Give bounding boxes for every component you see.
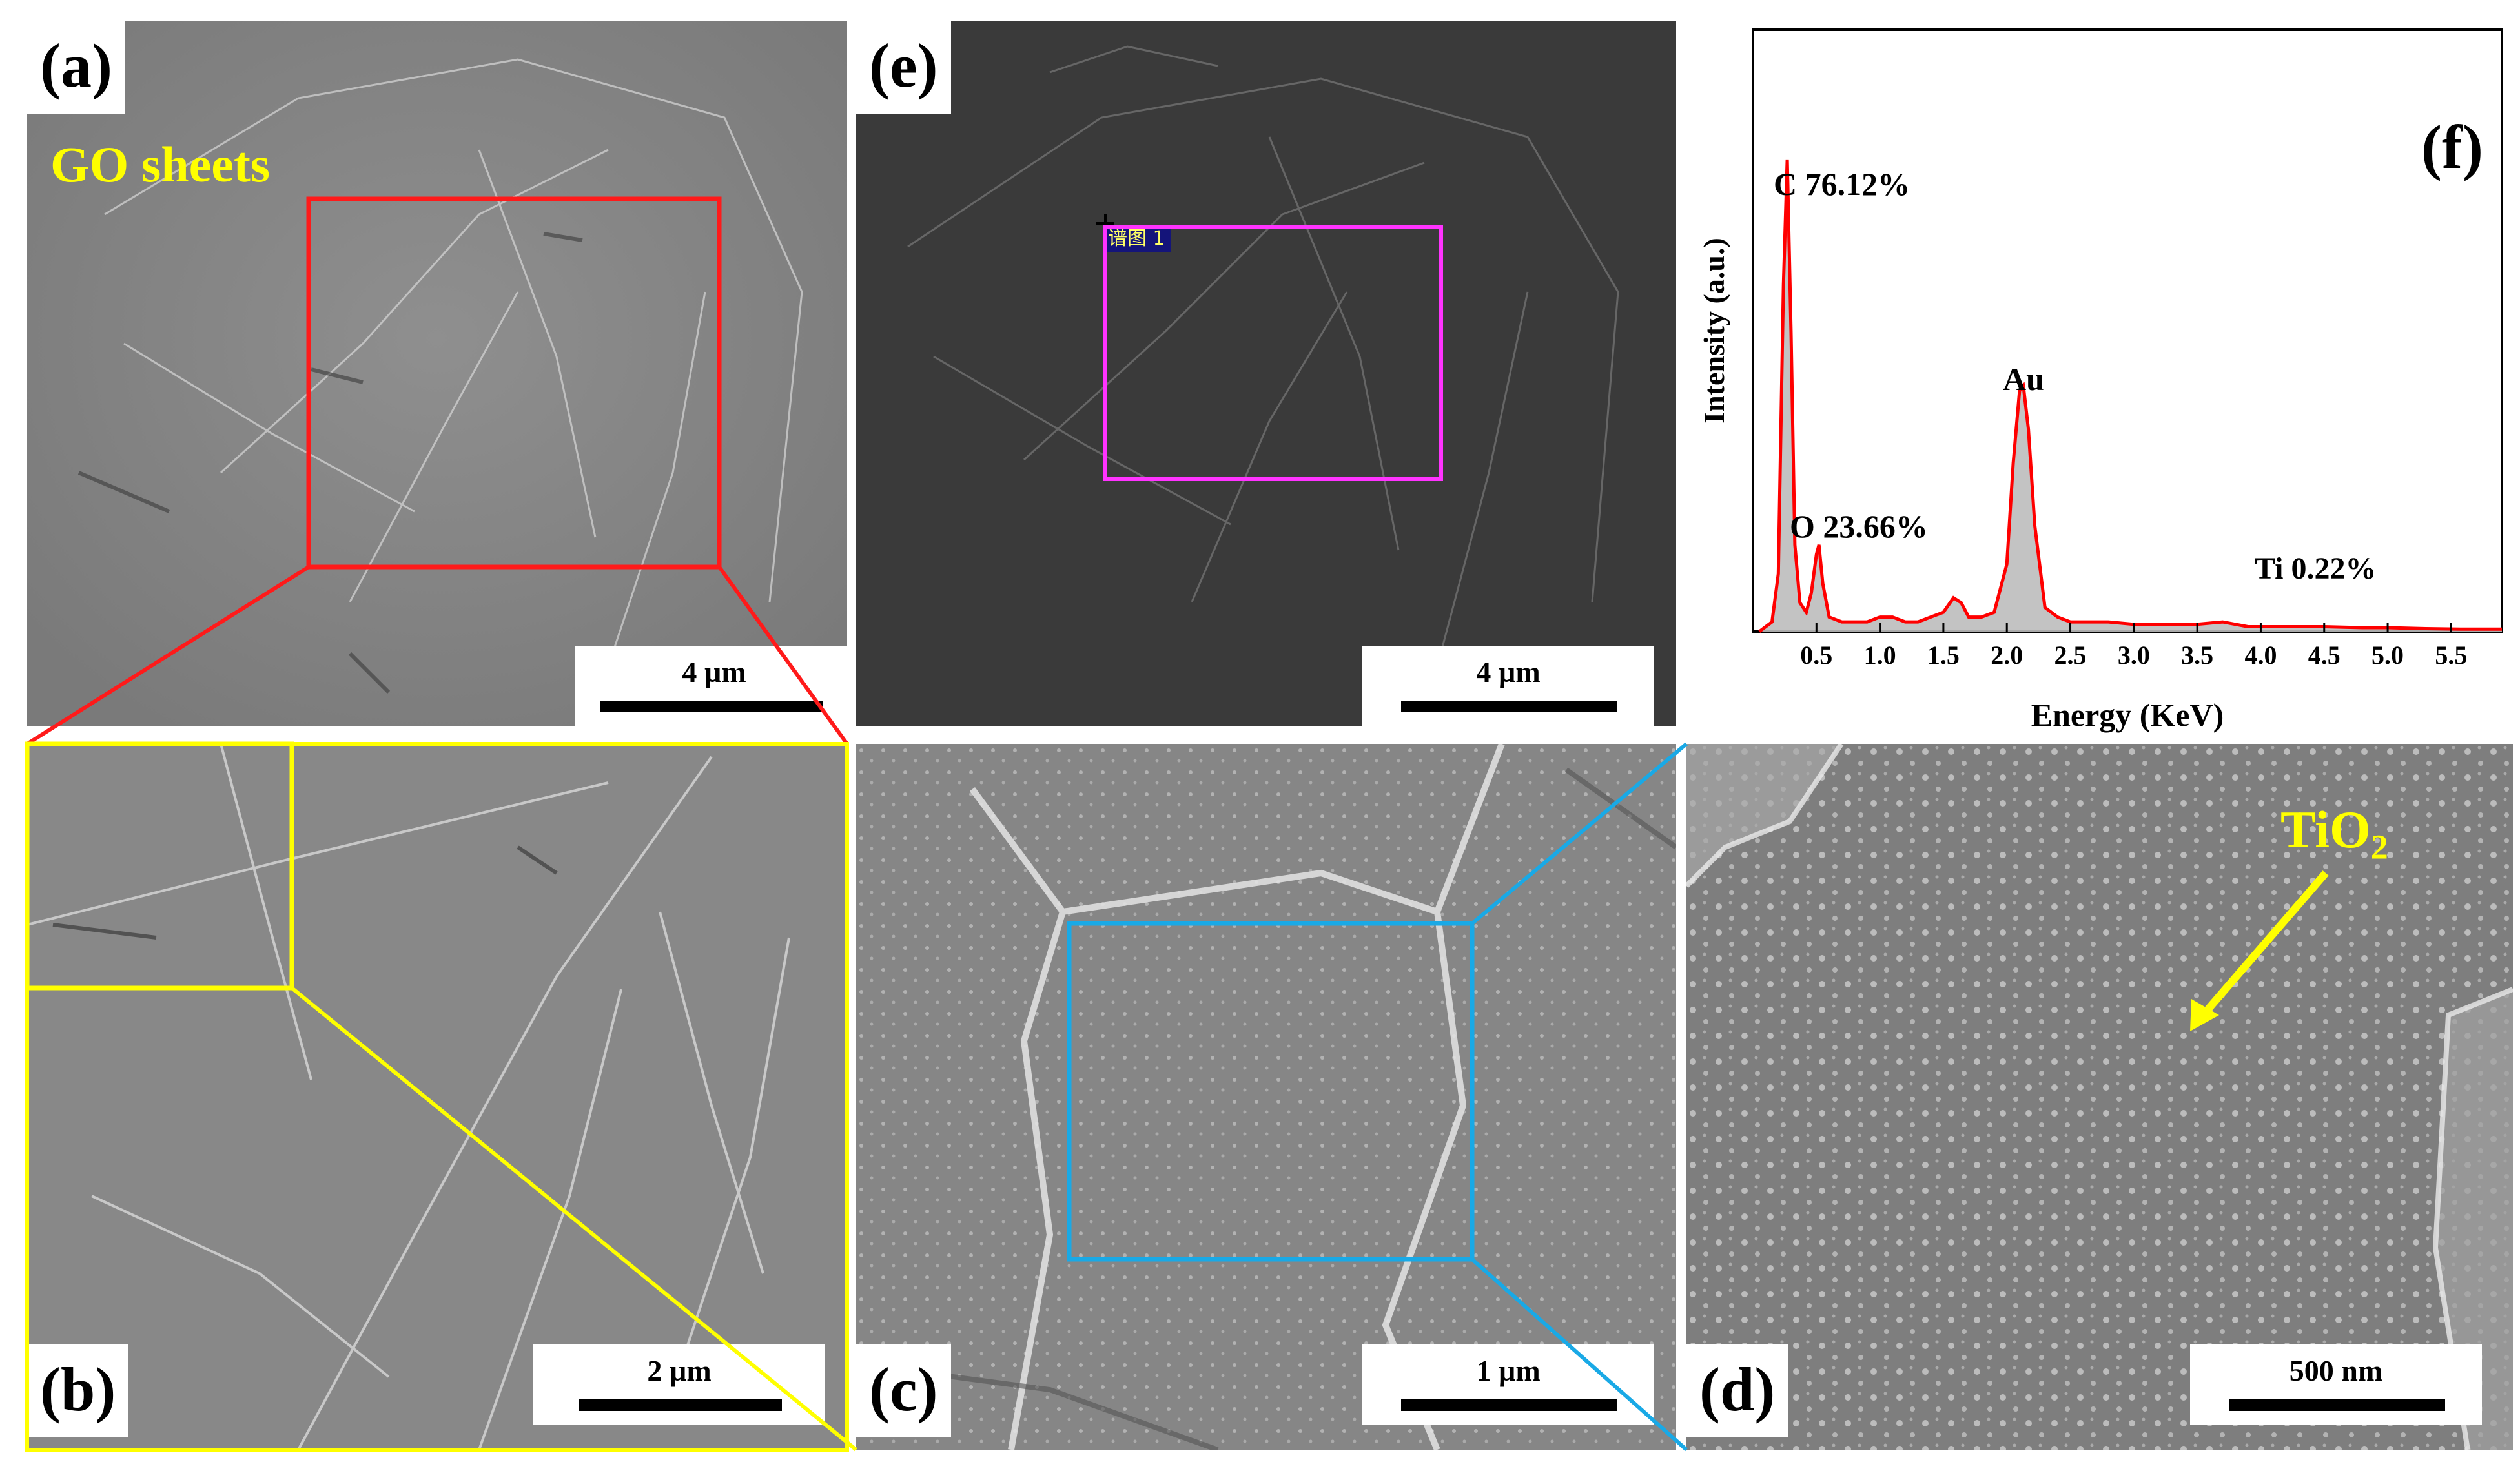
spectrum-fill xyxy=(1759,159,2502,632)
sem-panel-a: (a) GO sheets 4 µm xyxy=(27,21,847,726)
scale-bar-b: 2 µm xyxy=(533,1344,825,1425)
sem-panel-c: (c) 1 µm xyxy=(856,744,1676,1450)
tio2-annotation-sub: 2 xyxy=(2370,827,2388,867)
tio2-annotation-main: TiO xyxy=(2280,800,2371,859)
x-tick-label: 1.5 xyxy=(1927,641,1960,670)
scale-line-d xyxy=(2229,1399,2445,1411)
scale-bar-a: 4 µm xyxy=(575,646,847,726)
x-tick-label: 4.0 xyxy=(2244,641,2277,670)
x-tick-label: 2.5 xyxy=(2054,641,2087,670)
panel-label-a: (a) xyxy=(27,21,125,114)
panel-label-f: (f) xyxy=(2421,112,2483,181)
spectrum-line xyxy=(1758,159,2502,633)
go-sheets-annotation: GO sheets xyxy=(50,136,271,192)
sem-texture-d xyxy=(1686,744,2513,1450)
scale-line-a xyxy=(600,701,823,712)
x-axis-label: Energy (KeV) xyxy=(2031,697,2224,733)
x-tick-label: 0.5 xyxy=(1800,641,1832,670)
scale-text-a: 4 µm xyxy=(682,655,746,688)
peak-label-au: Au xyxy=(2003,361,2044,397)
x-tick-label: 2.0 xyxy=(1991,641,2023,670)
scale-bar-c: 1 µm xyxy=(1362,1344,1654,1425)
scale-text-c: 1 µm xyxy=(1476,1354,1541,1387)
peak-label-c: C 76.12% xyxy=(1774,166,1910,202)
y-axis-label: Intensity (a.u.) xyxy=(1697,238,1730,424)
sem-texture-e xyxy=(856,21,1676,726)
sem-panel-d: TiO2 (d) 500 nm xyxy=(1686,744,2513,1450)
scale-line-b xyxy=(579,1399,782,1411)
eds-chart-panel: 0.5 1.0 1.5 2.0 2.5 3.0 3.5 4.0 4.5 5.0 5.5 Energy… xyxy=(1686,21,2513,744)
x-tick-label: 5.5 xyxy=(2435,641,2467,670)
scale-bar-e: 4 µm xyxy=(1362,646,1654,726)
crosshair-icon xyxy=(1096,214,1114,232)
x-tick-label: 4.5 xyxy=(2308,641,2341,670)
panel-label-b: (b) xyxy=(27,1344,129,1437)
x-tick-label: 1.0 xyxy=(1864,641,1896,670)
sem-texture-a xyxy=(27,21,847,726)
scale-line-c xyxy=(1401,1399,1617,1411)
panel-label-e: (e) xyxy=(856,21,951,114)
scale-text-d: 500 nm xyxy=(2289,1354,2383,1387)
tio2-annotation: TiO2 xyxy=(2280,800,2388,867)
panel-label-c: (c) xyxy=(856,1344,951,1437)
x-tick-label: 5.0 xyxy=(2371,641,2404,670)
scale-line-e xyxy=(1401,701,1617,712)
peak-label-ti: Ti 0.22% xyxy=(2255,551,2376,586)
tio2-arrow xyxy=(2190,870,2329,1031)
scale-bar-d: 500 nm xyxy=(2190,1344,2482,1425)
scale-text-b: 2 µm xyxy=(647,1354,712,1387)
panel-label-d: (d) xyxy=(1686,1344,1788,1437)
peak-label-o: O 23.66% xyxy=(1790,508,1928,544)
eds-chart: 0.5 1.0 1.5 2.0 2.5 3.0 3.5 4.0 4.5 5.0 5.5 Energy… xyxy=(1697,28,2503,733)
x-tick-label: 3.5 xyxy=(2181,641,2213,670)
sem-panel-b: (b) 2 µm xyxy=(27,744,847,1450)
sem-panel-e: (e) 谱图 1 4 µm xyxy=(856,21,1676,726)
scale-text-e: 4 µm xyxy=(1476,655,1541,688)
x-tick-label: 3.0 xyxy=(2118,641,2150,670)
